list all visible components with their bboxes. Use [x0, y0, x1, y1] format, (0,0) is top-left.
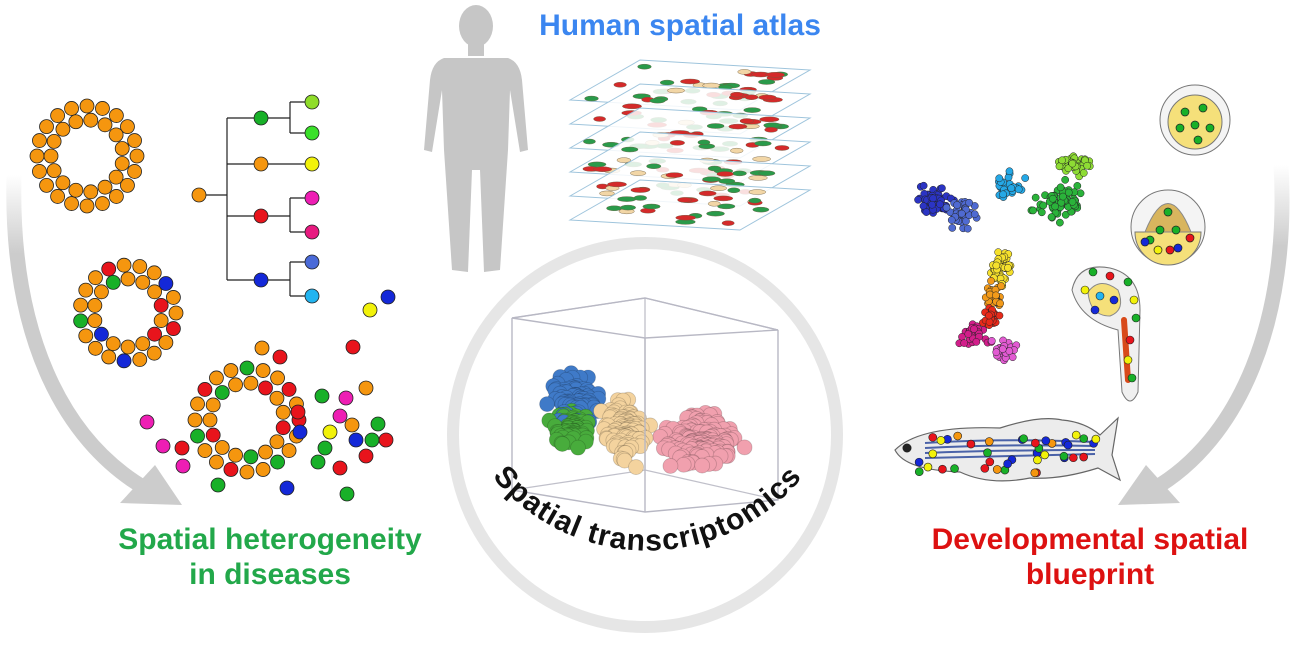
disease-title-line-1: Spatial heterogeneity	[118, 523, 422, 556]
spatial-transcriptomics-label: Spatial transcriptomics	[487, 460, 808, 558]
human-silhouette-icon	[424, 5, 528, 272]
developmental-blueprint-title: Developmental spatial blueprint	[880, 522, 1300, 593]
3d-cell-cube-icon	[511, 297, 779, 513]
zebrafish-icon	[894, 416, 1122, 482]
right-curved-arrow	[1118, 157, 1290, 505]
dev-title-line-2: blueprint	[1025, 558, 1155, 592]
development-illustration	[894, 84, 1231, 482]
disease-heterogeneity-title: Spatial heterogeneity in diseases	[60, 522, 480, 593]
left-curved-arrow	[6, 167, 182, 505]
center-ring	[447, 237, 843, 633]
disease-title-line-2: in diseases	[189, 558, 351, 592]
lineage-tree-icon	[191, 94, 320, 304]
disease-heterogeneity-illustration	[29, 98, 396, 502]
human-spatial-atlas-title: Human spatial atlas	[539, 9, 821, 42]
stacked-tissue-layers-icon	[568, 59, 812, 231]
dev-title-line-1: Developmental spatial	[931, 523, 1249, 556]
